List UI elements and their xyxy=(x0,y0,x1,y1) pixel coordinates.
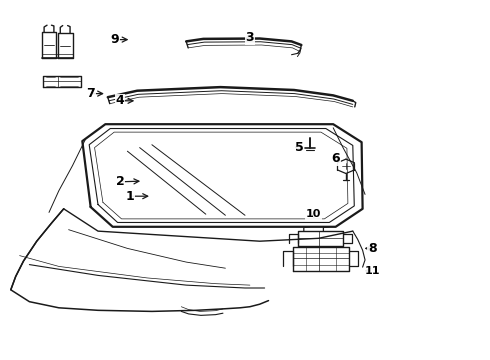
Text: 10: 10 xyxy=(306,209,321,219)
Text: 4: 4 xyxy=(116,94,124,107)
Text: 6: 6 xyxy=(331,152,340,165)
Text: 11: 11 xyxy=(365,266,380,276)
Text: 9: 9 xyxy=(111,33,120,46)
Text: 1: 1 xyxy=(125,190,134,203)
Text: 8: 8 xyxy=(368,242,377,255)
Text: 3: 3 xyxy=(245,31,254,44)
Text: 5: 5 xyxy=(294,141,303,154)
Text: 7: 7 xyxy=(86,87,95,100)
Text: 2: 2 xyxy=(116,175,124,188)
